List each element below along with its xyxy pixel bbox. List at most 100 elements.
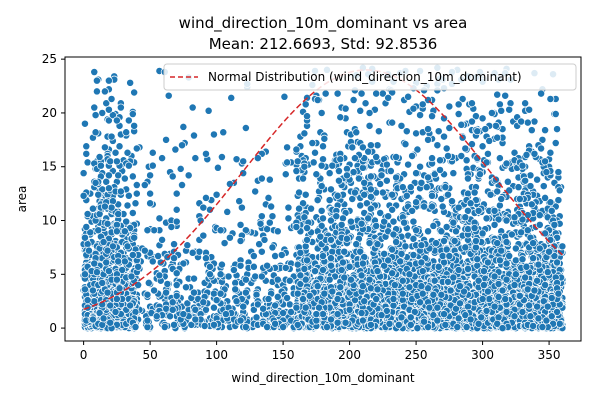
scatter-point (257, 212, 266, 221)
scatter-point (253, 154, 262, 163)
scatter-point (232, 297, 241, 306)
scatter-point (319, 142, 327, 151)
scatter-point (307, 204, 315, 213)
scatter-point (449, 218, 458, 227)
scatter-point (273, 227, 282, 236)
scatter-point (526, 182, 535, 191)
scatter-point (172, 217, 181, 226)
scatter-point (263, 323, 272, 331)
scatter-point (82, 149, 91, 158)
scatter-point (143, 290, 152, 299)
scatter-point (428, 154, 436, 163)
scatter-point (406, 183, 415, 192)
scatter-point (354, 174, 363, 183)
scatter-point (148, 148, 157, 157)
scatter-point (457, 152, 466, 160)
scatter-point (372, 153, 381, 161)
scatter-point (412, 169, 421, 178)
scatter-point (299, 199, 307, 208)
scatter-point (535, 220, 544, 229)
scatter-point (445, 124, 454, 132)
scatter-point (397, 249, 406, 258)
scatter-point (392, 173, 401, 182)
scatter-point (249, 305, 258, 314)
scatter-point (184, 171, 193, 180)
scatter-point (217, 153, 226, 161)
scatter-point (537, 89, 546, 98)
scatter-point (172, 205, 181, 214)
scatter-point (428, 112, 436, 121)
scatter-point (178, 181, 186, 189)
scatter-point (537, 144, 546, 153)
scatter-point (365, 108, 374, 117)
scatter-point (444, 152, 452, 160)
scatter-point (199, 231, 208, 240)
scatter-point (440, 114, 448, 123)
scatter-point (140, 246, 149, 255)
scatter-point (164, 91, 173, 100)
scatter-point (357, 89, 366, 98)
scatter-point (356, 201, 365, 210)
scatter-point (155, 271, 164, 280)
scatter-point (327, 261, 335, 270)
scatter-point (424, 227, 433, 236)
scatter-point (92, 87, 101, 96)
scatter-point (483, 149, 492, 158)
scatter-point (146, 189, 155, 198)
scatter-point (336, 113, 345, 122)
scatter-point (209, 303, 218, 312)
scatter-point (404, 160, 413, 169)
scatter-point (538, 135, 547, 144)
scatter-point (319, 214, 327, 223)
scatter-point (321, 89, 330, 98)
scatter-point (486, 190, 495, 199)
scatter-point (409, 217, 418, 226)
scatter-point (464, 189, 472, 198)
scatter-point (352, 240, 361, 249)
scatter-point (382, 160, 391, 169)
scatter-point (112, 116, 121, 125)
scatter-point (179, 259, 188, 268)
scatter-point (236, 220, 245, 229)
scatter-point (252, 313, 261, 322)
scatter-point (430, 170, 439, 179)
scatter-point (204, 106, 213, 115)
scatter-point (485, 136, 494, 145)
scatter-point (551, 139, 560, 148)
scatter-point (100, 143, 109, 152)
scatter-point (202, 193, 210, 202)
scatter-point (241, 226, 250, 235)
scatter-point (530, 117, 539, 126)
scatter-point (83, 158, 92, 167)
scatter-point (502, 159, 511, 168)
scatter-point (374, 127, 383, 136)
scatter-point (219, 128, 228, 137)
scatter-point (283, 143, 292, 152)
scatter-point (301, 190, 310, 199)
scatter-point (80, 119, 89, 128)
chart-title-line-2: Mean: 212.6693, Std: 92.8536 (209, 35, 438, 53)
scatter-point (103, 219, 112, 228)
scatter-point (424, 125, 433, 134)
scatter-point (541, 229, 550, 238)
scatter-point (104, 171, 113, 180)
scatter-point (401, 140, 410, 149)
scatter-point (271, 301, 280, 310)
scatter-point (115, 142, 124, 151)
scatter-point (404, 92, 413, 101)
scatter-point (183, 299, 192, 308)
scatter-point (470, 188, 479, 197)
scatter-point (213, 163, 222, 172)
scatter-point (502, 216, 511, 225)
scatter-point (154, 252, 163, 260)
scatter-point (440, 236, 448, 245)
scatter-point (527, 200, 536, 209)
scatter-point (388, 190, 397, 199)
scatter-point (550, 220, 559, 229)
scatter-point (296, 248, 305, 257)
scatter-point (514, 183, 523, 192)
scatter-point (200, 321, 209, 330)
scatter-point (128, 209, 137, 217)
scatter-point (358, 143, 367, 152)
